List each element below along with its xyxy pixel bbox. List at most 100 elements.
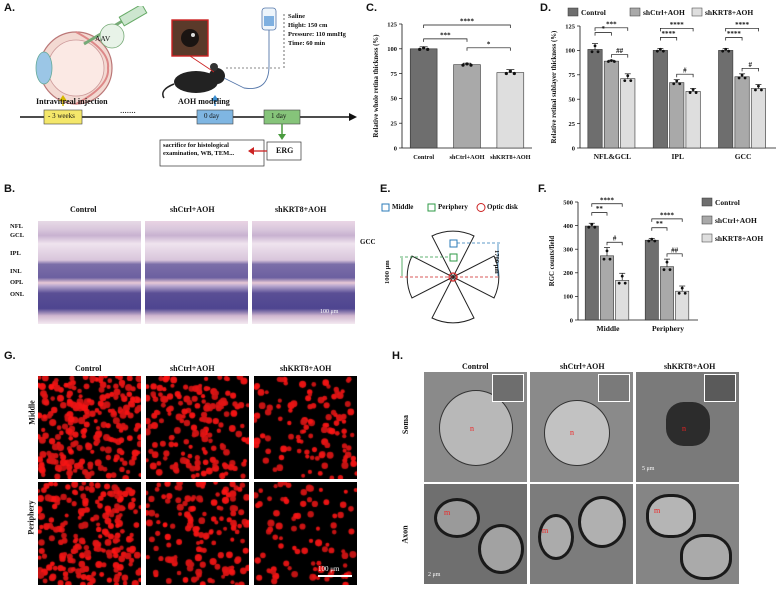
sig-bracket <box>611 54 629 58</box>
label-n: n <box>682 424 686 433</box>
b-col-control: Control <box>70 205 97 214</box>
legend-middle: Middle <box>392 203 414 211</box>
he-image-shctrl <box>145 221 248 324</box>
x-tick-label: Control <box>413 154 434 161</box>
x-tick-label: Periphery <box>652 324 684 333</box>
sig-bracket-label: **** <box>460 17 475 25</box>
data-point <box>655 49 659 53</box>
data-point <box>465 62 469 66</box>
legend-label: shCtrl+AOH <box>715 216 757 225</box>
tem-axon-shkrt8: m <box>636 484 739 584</box>
data-point <box>620 274 624 278</box>
data-point <box>683 291 687 295</box>
bar-1-1 <box>669 82 685 149</box>
x-tick-label: GCC <box>735 152 752 161</box>
timeline-dots: ....... <box>120 105 136 115</box>
data-point <box>418 47 422 51</box>
x-tick-label: Middle <box>597 324 621 333</box>
confocal-control-periphery <box>38 482 141 585</box>
data-point <box>668 268 672 272</box>
timeline-box-0d <box>196 109 234 125</box>
g-col-shkrt8: shKRT8+AOH <box>280 364 332 373</box>
retina-flatmount-diagram <box>381 203 500 324</box>
saline-line-4: Time: 60 min <box>288 40 326 47</box>
data-point <box>617 281 621 285</box>
y-tick-label: 100 <box>563 294 573 301</box>
bar-0-0 <box>584 225 599 321</box>
label-m: m <box>444 508 451 517</box>
data-point <box>658 47 662 51</box>
gcc-label: GCC <box>360 238 376 246</box>
tem-axon-shctrl: m <box>530 484 633 584</box>
data-point <box>724 47 728 51</box>
bar-1-1 <box>660 266 674 321</box>
legend-swatch <box>701 215 713 225</box>
data-point <box>743 76 747 80</box>
y-tick-label: 400 <box>563 223 573 230</box>
sig-bracket <box>651 227 668 231</box>
sig-bracket-label: **** <box>600 196 615 204</box>
confocal-shctrl-periphery <box>146 482 249 585</box>
panel-label-e: E. <box>380 183 391 195</box>
confocal-shkrt8-middle <box>254 376 357 479</box>
dim-1700: 1700 μm <box>493 250 500 274</box>
sig-bracket-label: * <box>601 25 605 33</box>
legend-swatch <box>701 233 713 243</box>
bar-1 <box>453 64 481 149</box>
data-point <box>590 222 594 226</box>
data-point <box>469 63 473 67</box>
data-point <box>661 49 665 53</box>
sig-bracket-label: # <box>683 67 687 75</box>
he-image-shkrt8 <box>252 221 355 324</box>
y-tick-label: 200 <box>563 270 573 277</box>
bar-1-0 <box>652 50 668 149</box>
sig-bracket-label: ## <box>671 246 679 254</box>
data-point <box>587 225 591 229</box>
data-point <box>629 79 633 83</box>
sig-bracket <box>594 32 612 36</box>
schematic-drawing <box>20 6 357 167</box>
legend-label: Control <box>581 8 606 17</box>
dim-1000: 1000 μm <box>384 260 391 284</box>
data-point <box>691 88 695 92</box>
y-tick-label: 0 <box>394 145 397 152</box>
y-tick-label: 0 <box>570 317 573 324</box>
saline-line-2: Hight: 150 cm <box>288 22 328 29</box>
sig-bracket-label: **** <box>670 21 685 29</box>
g-row-periphery: Periphery <box>26 500 36 535</box>
x-tick-label: shCtrl+AOH <box>449 154 484 161</box>
sig-bracket <box>423 38 468 42</box>
bar-0 <box>409 48 438 149</box>
legend-periphery-icon <box>427 203 436 212</box>
y-axis-label: RGC counts/field <box>549 236 556 287</box>
legend-label: shKRT8+AOH <box>705 8 753 17</box>
h-row-soma: Soma <box>401 414 411 435</box>
data-point <box>623 79 627 83</box>
clover-shape <box>406 230 500 324</box>
data-point <box>680 286 684 290</box>
saline-line-3: Pressure: 110 mmHg <box>288 31 346 38</box>
legend-label: Control <box>715 198 740 207</box>
layer-ipl: IPL <box>10 250 21 257</box>
data-point <box>626 74 630 78</box>
syringe-icon <box>118 6 148 27</box>
sacrifice-text: sacrifice for histological examination, … <box>163 142 235 157</box>
virus-bubble-icon <box>99 23 125 49</box>
legend-label: shCtrl+AOH <box>643 8 685 17</box>
legend-opticdisk-icon <box>476 203 486 212</box>
data-point <box>650 237 654 241</box>
bar-0-0 <box>587 49 603 149</box>
sig-bracket-label: # <box>749 61 753 69</box>
sig-bracket-label: ** <box>596 205 604 213</box>
data-point <box>757 84 760 88</box>
panel-label-g: G. <box>4 350 16 362</box>
label-n: n <box>570 428 574 437</box>
sig-bracket <box>591 212 608 216</box>
bar-0-2 <box>615 280 630 321</box>
aav-label: AAV <box>95 34 111 43</box>
sig-bracket-label: **** <box>662 30 677 38</box>
timeline-box-3w <box>43 109 83 125</box>
sig-bracket <box>741 67 759 72</box>
y-tick-label: 300 <box>563 247 573 254</box>
x-tick-label: NFL&GCL <box>594 152 632 161</box>
